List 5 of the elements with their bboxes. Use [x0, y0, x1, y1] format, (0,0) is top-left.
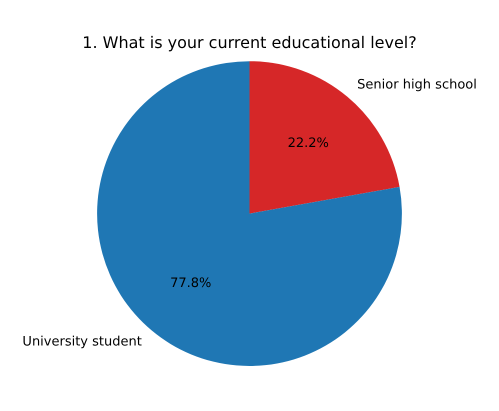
data-label: 22.2%	[288, 136, 329, 151]
chart-title: 1. What is your current educational level?	[82, 32, 417, 52]
slice-label: University student	[22, 334, 142, 350]
slice-label: Senior high school	[357, 77, 477, 92]
data-label: 77.8%	[170, 276, 212, 292]
